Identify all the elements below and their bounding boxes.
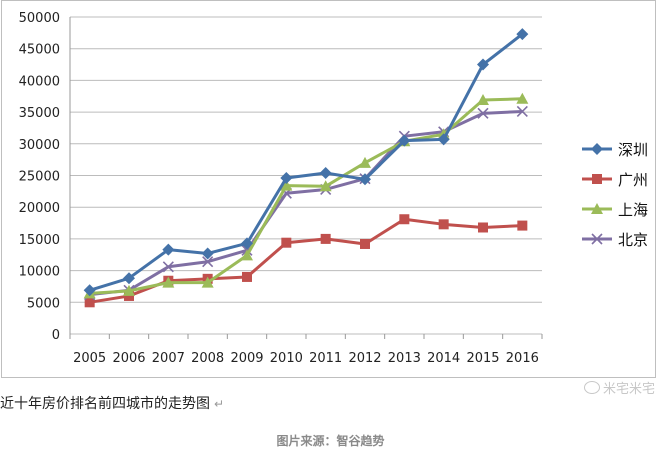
data-point <box>359 156 371 168</box>
data-point <box>241 249 253 261</box>
legend-swatch-marker <box>592 174 602 184</box>
x-tick-label: 2007 <box>152 351 185 366</box>
data-point <box>319 180 332 192</box>
x-tick-label: 2011 <box>309 351 342 366</box>
data-point <box>84 297 95 308</box>
data-point <box>242 271 252 282</box>
y-tick-label: 40000 <box>19 74 60 89</box>
y-tick-label: 5000 <box>27 296 60 311</box>
data-point <box>202 256 214 268</box>
chart-caption: 近十年房价排名前四城市的走势图 ↵ <box>0 393 224 413</box>
data-point <box>123 284 135 296</box>
x-tick-label: 2014 <box>427 351 460 366</box>
y-tick-label: 20000 <box>19 201 60 216</box>
legend-label: 北京 <box>618 231 648 249</box>
data-point <box>280 179 293 191</box>
x-tick-label: 2010 <box>270 351 303 366</box>
x-tick-label: 2013 <box>388 351 421 366</box>
data-point <box>477 107 489 119</box>
y-tick-label: 50000 <box>19 11 60 26</box>
data-point <box>517 220 528 231</box>
data-point <box>516 105 528 118</box>
legend-label: 广州 <box>618 171 648 189</box>
data-point <box>201 276 214 288</box>
y-tick-label: 35000 <box>19 106 60 121</box>
y-tick-label: 45000 <box>19 43 60 58</box>
data-point <box>477 94 489 106</box>
data-point <box>359 173 371 186</box>
x-tick-label: 2005 <box>73 351 106 366</box>
y-tick-label: 0 <box>52 328 60 343</box>
y-tick-label: 15000 <box>19 233 60 248</box>
watermark-text: 米宅米宅 <box>602 382 655 397</box>
chat-bubble-icon <box>583 381 600 394</box>
data-point <box>516 28 529 41</box>
data-point <box>123 272 135 285</box>
x-tick-label: 2015 <box>466 351 499 366</box>
y-tick-label: 25000 <box>19 170 60 185</box>
x-tick-label: 2016 <box>506 351 539 366</box>
data-point <box>162 276 175 288</box>
legend-label: 深圳 <box>618 141 648 159</box>
data-point <box>281 237 292 248</box>
legend-label: 上海 <box>618 201 648 219</box>
data-point <box>398 134 411 147</box>
legend-swatch-marker <box>591 143 603 155</box>
caption-return-mark: ↵ <box>214 397 225 411</box>
y-tick-label: 10000 <box>19 265 60 280</box>
data-point <box>516 92 529 104</box>
data-point <box>360 238 370 249</box>
x-tick-label: 2008 <box>191 351 224 366</box>
data-point <box>438 219 449 230</box>
data-point <box>201 247 214 260</box>
data-point <box>124 290 134 301</box>
data-point <box>162 261 174 273</box>
data-point <box>280 172 293 185</box>
data-point <box>241 237 253 250</box>
legend-swatch-marker <box>591 233 603 245</box>
data-point <box>83 284 96 297</box>
series-line-3 <box>89 109 523 297</box>
data-point <box>478 222 488 233</box>
y-tick-label: 30000 <box>19 138 60 153</box>
chart-frame: 0 5000 10000 15000 20000 25000 30000 35000 40000… <box>1 0 656 378</box>
series-line-0 <box>89 32 524 292</box>
data-point <box>320 233 331 244</box>
data-point <box>162 243 175 256</box>
x-tick-label: 2009 <box>230 351 263 366</box>
x-tick-label: 2006 <box>112 351 145 366</box>
legend-swatch-marker <box>591 203 603 214</box>
data-point <box>437 133 450 146</box>
watermark: 米宅米宅 <box>583 378 655 397</box>
x-tick-label: 2012 <box>348 351 381 366</box>
data-point <box>477 58 489 71</box>
caption-text: 近十年房价排名前四城市的走势图 <box>0 396 210 412</box>
line-chart: 0 5000 10000 15000 20000 25000 30000 35000 40000… <box>19 11 648 366</box>
series-line-2 <box>89 97 523 295</box>
image-source: 图片来源：智谷趋势 <box>276 434 385 448</box>
data-point <box>319 166 332 179</box>
data-point <box>399 214 410 225</box>
